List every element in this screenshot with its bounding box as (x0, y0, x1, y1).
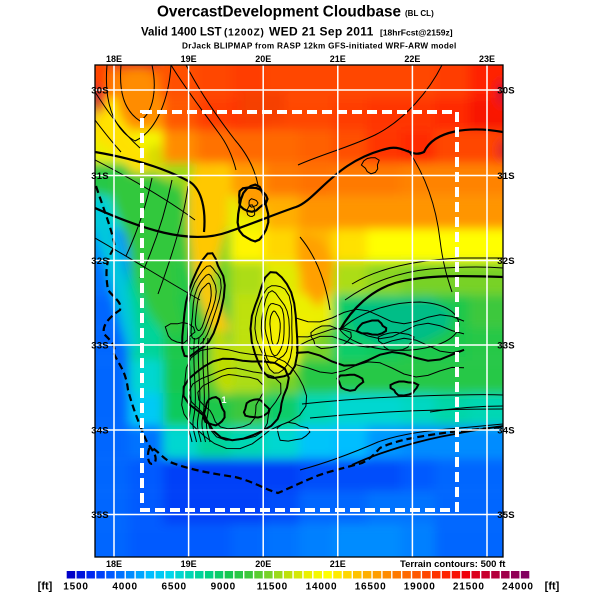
svg-text:31S: 31S (91, 171, 109, 182)
svg-text:32S: 32S (497, 256, 515, 267)
svg-text:[ft]: [ft] (38, 581, 53, 593)
svg-text:19000: 19000 (404, 582, 436, 593)
svg-text:1500: 1500 (63, 582, 88, 593)
svg-text:21E: 21E (330, 559, 346, 569)
svg-text:9000: 9000 (211, 582, 236, 593)
svg-text:[ft]: [ft] (545, 581, 560, 593)
svg-text:11500: 11500 (257, 582, 288, 593)
svg-text:18E: 18E (106, 54, 122, 64)
svg-text:(1200Z): (1200Z) (224, 28, 265, 39)
svg-text:33S: 33S (497, 341, 515, 352)
svg-text:1: 1 (221, 395, 226, 405)
svg-text:(BL CL): (BL CL) (405, 9, 434, 18)
svg-text:35S: 35S (91, 510, 109, 521)
svg-text:34S: 34S (497, 426, 515, 437)
svg-text:16500: 16500 (355, 582, 387, 593)
svg-text:22E: 22E (404, 54, 420, 64)
svg-text:21500: 21500 (453, 582, 485, 593)
svg-text:35S: 35S (497, 510, 515, 521)
svg-text:[18hrFcst@2159z]: [18hrFcst@2159z] (380, 28, 453, 38)
svg-text:30S: 30S (497, 86, 515, 97)
svg-text:DrJack BLIPMAP from RASP 12km: DrJack BLIPMAP from RASP 12km GFS-initia… (182, 42, 457, 51)
svg-text:23E: 23E (479, 54, 495, 64)
svg-text:34S: 34S (91, 426, 109, 437)
svg-text:31S: 31S (497, 171, 515, 182)
svg-text:WED 21 Sep 2011: WED 21 Sep 2011 (269, 25, 374, 39)
svg-text:32S: 32S (91, 256, 109, 267)
svg-text:14000: 14000 (306, 582, 338, 593)
svg-text:Valid 1400 LST: Valid 1400 LST (141, 27, 222, 39)
svg-text:OvercastDevelopment Cloudbase: OvercastDevelopment Cloudbase (157, 4, 401, 21)
svg-text:19E: 19E (181, 559, 197, 569)
svg-text:4000: 4000 (112, 582, 137, 593)
svg-text:18E: 18E (106, 559, 122, 569)
svg-text:19E: 19E (181, 54, 197, 64)
svg-text:Terrain contours: 500 ft: Terrain contours: 500 ft (400, 559, 506, 570)
svg-text:20E: 20E (255, 559, 271, 569)
svg-text:33S: 33S (91, 341, 109, 352)
svg-text:24000: 24000 (502, 582, 534, 593)
svg-text:20E: 20E (255, 54, 271, 64)
svg-text:6500: 6500 (161, 582, 186, 593)
svg-text:21E: 21E (330, 54, 346, 64)
svg-text:30S: 30S (91, 86, 109, 97)
